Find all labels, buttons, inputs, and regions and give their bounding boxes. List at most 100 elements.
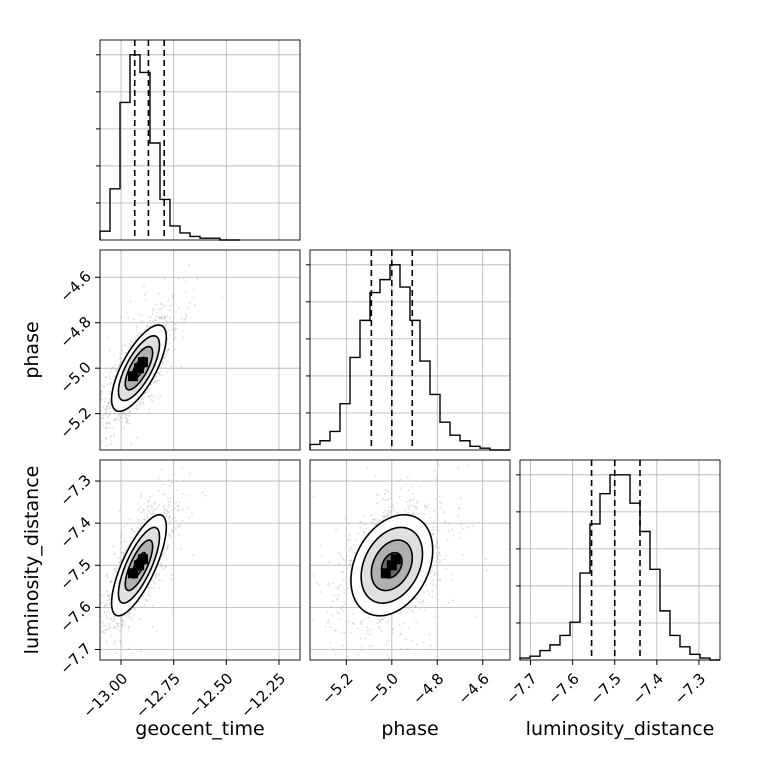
sample-point [173, 327, 176, 330]
sample-point [438, 578, 441, 580]
sample-point [162, 555, 165, 558]
sample-point [193, 303, 196, 306]
sample-point [339, 583, 342, 586]
sample-point [100, 389, 103, 392]
sample-point [162, 493, 165, 496]
sample-point [144, 520, 147, 522]
sample-point [396, 511, 399, 514]
sample-point [148, 408, 150, 411]
sample-point [451, 528, 453, 531]
panel-phase-luminosity_distance [306, 460, 510, 677]
sample-point [169, 334, 172, 337]
sample-point [110, 435, 113, 438]
sample-point [412, 498, 415, 501]
sample-point [136, 436, 139, 439]
x-tick-label: −7.7 [502, 670, 540, 708]
sample-point [151, 625, 154, 628]
sample-point [443, 511, 446, 513]
sample-point [112, 641, 115, 644]
sample-point [168, 309, 171, 312]
sample-point [100, 601, 103, 604]
sample-point [466, 464, 469, 467]
sample-point [176, 524, 179, 527]
sample-point [436, 556, 439, 559]
sample-point [108, 414, 111, 417]
x-axis-label-geocent-time: geocent_time [135, 718, 264, 740]
sample-point [114, 569, 117, 572]
sample-point [166, 545, 169, 548]
sample-point [407, 511, 409, 514]
sample-point [91, 435, 93, 437]
sample-point [459, 531, 461, 534]
sample-point [129, 344, 132, 347]
sample-point [409, 500, 411, 502]
sample-point [319, 591, 322, 593]
sample-point [146, 600, 149, 602]
sample-point [396, 502, 399, 505]
sample-point [147, 396, 150, 399]
sample-point [102, 385, 104, 388]
sample-point [121, 416, 123, 419]
sample-point [210, 445, 212, 447]
sample-point [378, 627, 381, 630]
sample-point [387, 619, 390, 622]
sample-point [142, 518, 145, 521]
sample-point [147, 316, 150, 319]
sample-point [136, 407, 139, 409]
sample-point [179, 501, 181, 503]
sample-point [388, 506, 391, 508]
sample-point [416, 506, 418, 509]
sample-point [161, 303, 163, 306]
sample-point [118, 357, 121, 360]
sample-point [333, 594, 335, 597]
sample-point [450, 573, 453, 576]
sample-point [117, 419, 120, 421]
sample-point [161, 579, 163, 582]
sample-point [306, 637, 308, 639]
sample-point [417, 512, 420, 515]
sample-point [181, 467, 184, 470]
sample-point [414, 605, 417, 607]
sample-point [350, 546, 353, 549]
sample-point [165, 509, 168, 512]
sample-point [108, 604, 111, 607]
sample-point [160, 373, 163, 376]
y-tick-label: −4.8 [56, 313, 94, 351]
sample-point [447, 529, 450, 532]
sample-point [173, 338, 176, 341]
sample-point [105, 628, 108, 631]
sample-point [435, 479, 437, 481]
sample-point [98, 394, 100, 396]
sample-point [108, 397, 111, 400]
sample-point [113, 617, 116, 620]
sample-point [177, 277, 180, 280]
sample-point [127, 629, 130, 632]
sample-point [376, 622, 379, 624]
sample-point [142, 402, 145, 405]
sample-point [343, 558, 345, 561]
sample-point [343, 601, 346, 604]
sample-point [313, 573, 315, 576]
sample-point [439, 554, 442, 557]
sample-point [349, 563, 352, 566]
sample-point [105, 427, 108, 430]
x-tick-label: −13.00 [79, 670, 131, 722]
sample-point [150, 399, 153, 401]
sample-point [421, 675, 423, 677]
sample-point [120, 534, 123, 536]
sample-point [422, 591, 425, 594]
sample-point [176, 505, 179, 507]
sample-point [161, 315, 164, 318]
sample-point [192, 554, 194, 556]
sample-point [129, 423, 132, 425]
sample-point [104, 413, 107, 415]
sample-point [144, 328, 147, 331]
sample-point [337, 586, 340, 588]
sample-point [462, 553, 465, 556]
sample-point [161, 483, 164, 486]
sample-point [109, 427, 111, 429]
sample-point [129, 410, 132, 413]
sample-point [399, 487, 402, 490]
sample-point [438, 495, 441, 498]
sample-point [385, 643, 388, 646]
